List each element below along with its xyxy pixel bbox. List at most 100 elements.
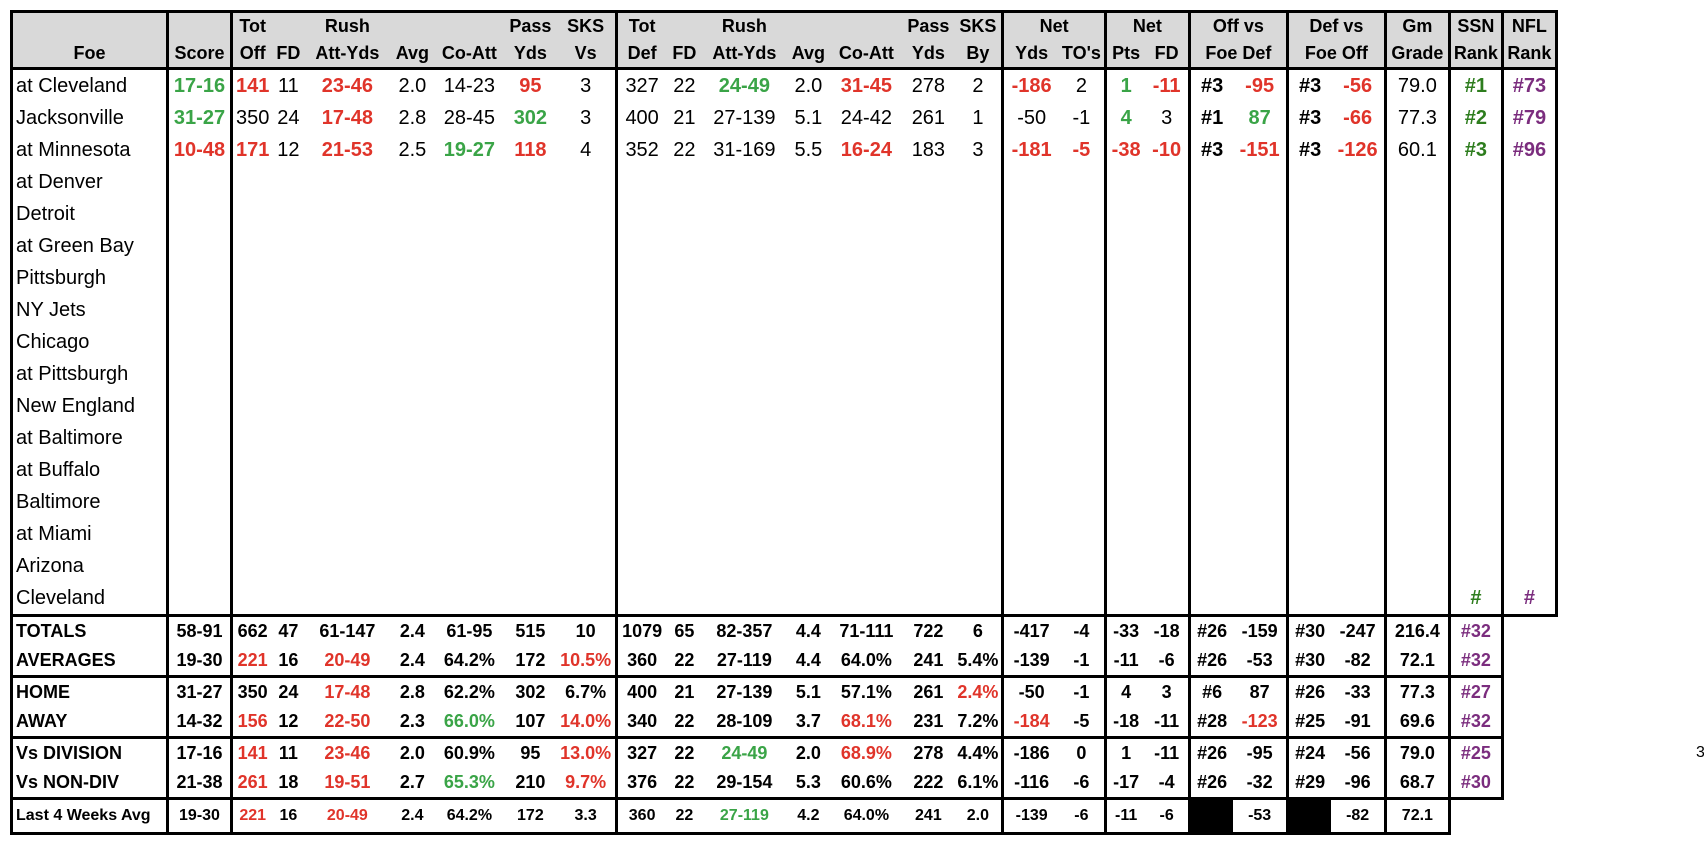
summary-cell: 3.7 [786,707,831,739]
stat-cell [1001,486,1059,518]
stat-cell [1187,358,1234,390]
stat-cell [614,454,667,486]
stat-cell [1103,422,1146,454]
stat-cell: 118 [514,139,547,161]
stat-cell: 22 [673,75,696,97]
stat-cell [390,518,434,550]
summary-cell: #25 [1285,707,1332,739]
stat-cell [786,390,830,422]
summary-cell: #30 [1285,646,1332,678]
stat-cell [390,422,434,454]
stat-cell [1233,422,1287,454]
stat-cell [1331,326,1385,358]
stat-cell: 79.0 [1383,68,1450,102]
stat-cell [504,550,556,582]
stat-cell [230,230,273,262]
summary-cell: #25 [1447,736,1504,768]
summary-cell: 9.7% [556,768,617,800]
stat-cell [1187,486,1234,518]
stat-cell [666,454,702,486]
stat-cell [702,262,786,294]
stat-cell [954,518,1003,550]
stat-cell [954,550,1003,582]
stat-cell: 352 [614,134,667,166]
summary-cell: -32 [1233,768,1288,800]
header-cell: Tot [614,10,667,40]
stat-cell [666,262,702,294]
stat-cell: 400 [614,102,667,134]
stat-cell [166,550,232,582]
stat-cell [902,422,954,454]
stat-cell [1001,390,1059,422]
stat-cell [1285,422,1332,454]
stat-cell [702,294,786,326]
stat-cell [1001,262,1059,294]
stat-cell [166,262,232,294]
stat-cell: 171 [230,134,273,166]
stat-cell [666,358,702,390]
stat-cell [230,358,273,390]
last-four-weeks-cell: -139 [1001,797,1059,835]
summary-cell: 515 [504,614,557,646]
summary-cell: 71-111 [830,614,903,646]
summary-cell: 68.7 [1383,768,1450,800]
header-cell: Vs [556,40,617,70]
last-four-weeks-cell: 221 [230,797,273,835]
summary-cell: 82-357 [702,614,787,646]
stat-cell [504,262,556,294]
stat-cell [1145,454,1189,486]
summary-row: AVERAGES 19-30 221 16 20-49 2.4 64.2% 172 10.5% 3… [10,646,1557,678]
summary-cell: 662 [230,614,273,646]
summary-cell: 376 [614,768,667,800]
last-four-weeks-cell: 22 [666,797,703,835]
stat-cell [830,486,902,518]
stat-cell: 87 [1248,107,1271,129]
summary-cell: #26 [1285,675,1332,707]
stat-cell: 5.1 [794,107,823,129]
stat-cell [304,390,390,422]
table-row: Pittsburgh [10,262,1558,294]
summary-cell: 278 [902,736,955,768]
foe-name: at Pittsburgh [10,358,168,390]
summary-label: Vs DIVISION [10,736,168,768]
stat-cell [1500,230,1558,262]
summary-cell: -18 [1145,614,1190,646]
header-cell [272,10,305,40]
stat-cell [390,294,434,326]
stat-cell: 77.3 [1383,102,1450,134]
last-four-weeks-cell: -11 [1103,797,1146,835]
stat-cell [1001,166,1059,198]
summary-cell: 79.0 [1383,736,1450,768]
header-cell [390,10,435,40]
summary-cell: 4 [1103,675,1146,707]
stat-cell: 1 [972,107,984,129]
stat-cell [1001,454,1059,486]
summary-cell: 72.1 [1383,646,1450,678]
stat-cell [1285,454,1332,486]
stat-cell [1447,198,1503,230]
stat-cell [1233,262,1287,294]
foe-name: Chicago [10,326,168,358]
stat-cell [702,326,786,358]
summary-cell: #30 [1285,614,1332,646]
stat-cell [666,390,702,422]
stat-cell [1145,486,1189,518]
stat-cell: 2.8 [398,107,427,129]
last-four-weeks-cell: 241 [902,797,955,835]
stat-cell [556,166,616,198]
summary-cell: -91 [1331,707,1386,739]
stat-cell [390,326,434,358]
foe-name: at Minnesota [10,134,168,166]
stat-cell [1285,294,1332,326]
stat-cell [1187,230,1234,262]
table-row: Chicago [10,326,1558,358]
summary-cell: 141 [230,736,273,768]
summary-cell: 2.4% [954,675,1003,707]
stat-cell [434,358,504,390]
stat-cell [1285,358,1332,390]
stat-cell: #96 [1500,134,1558,166]
stat-cell [434,198,504,230]
table-row: at Miami [10,518,1558,550]
stat-cell [1233,486,1287,518]
stat-cell [1331,550,1385,582]
